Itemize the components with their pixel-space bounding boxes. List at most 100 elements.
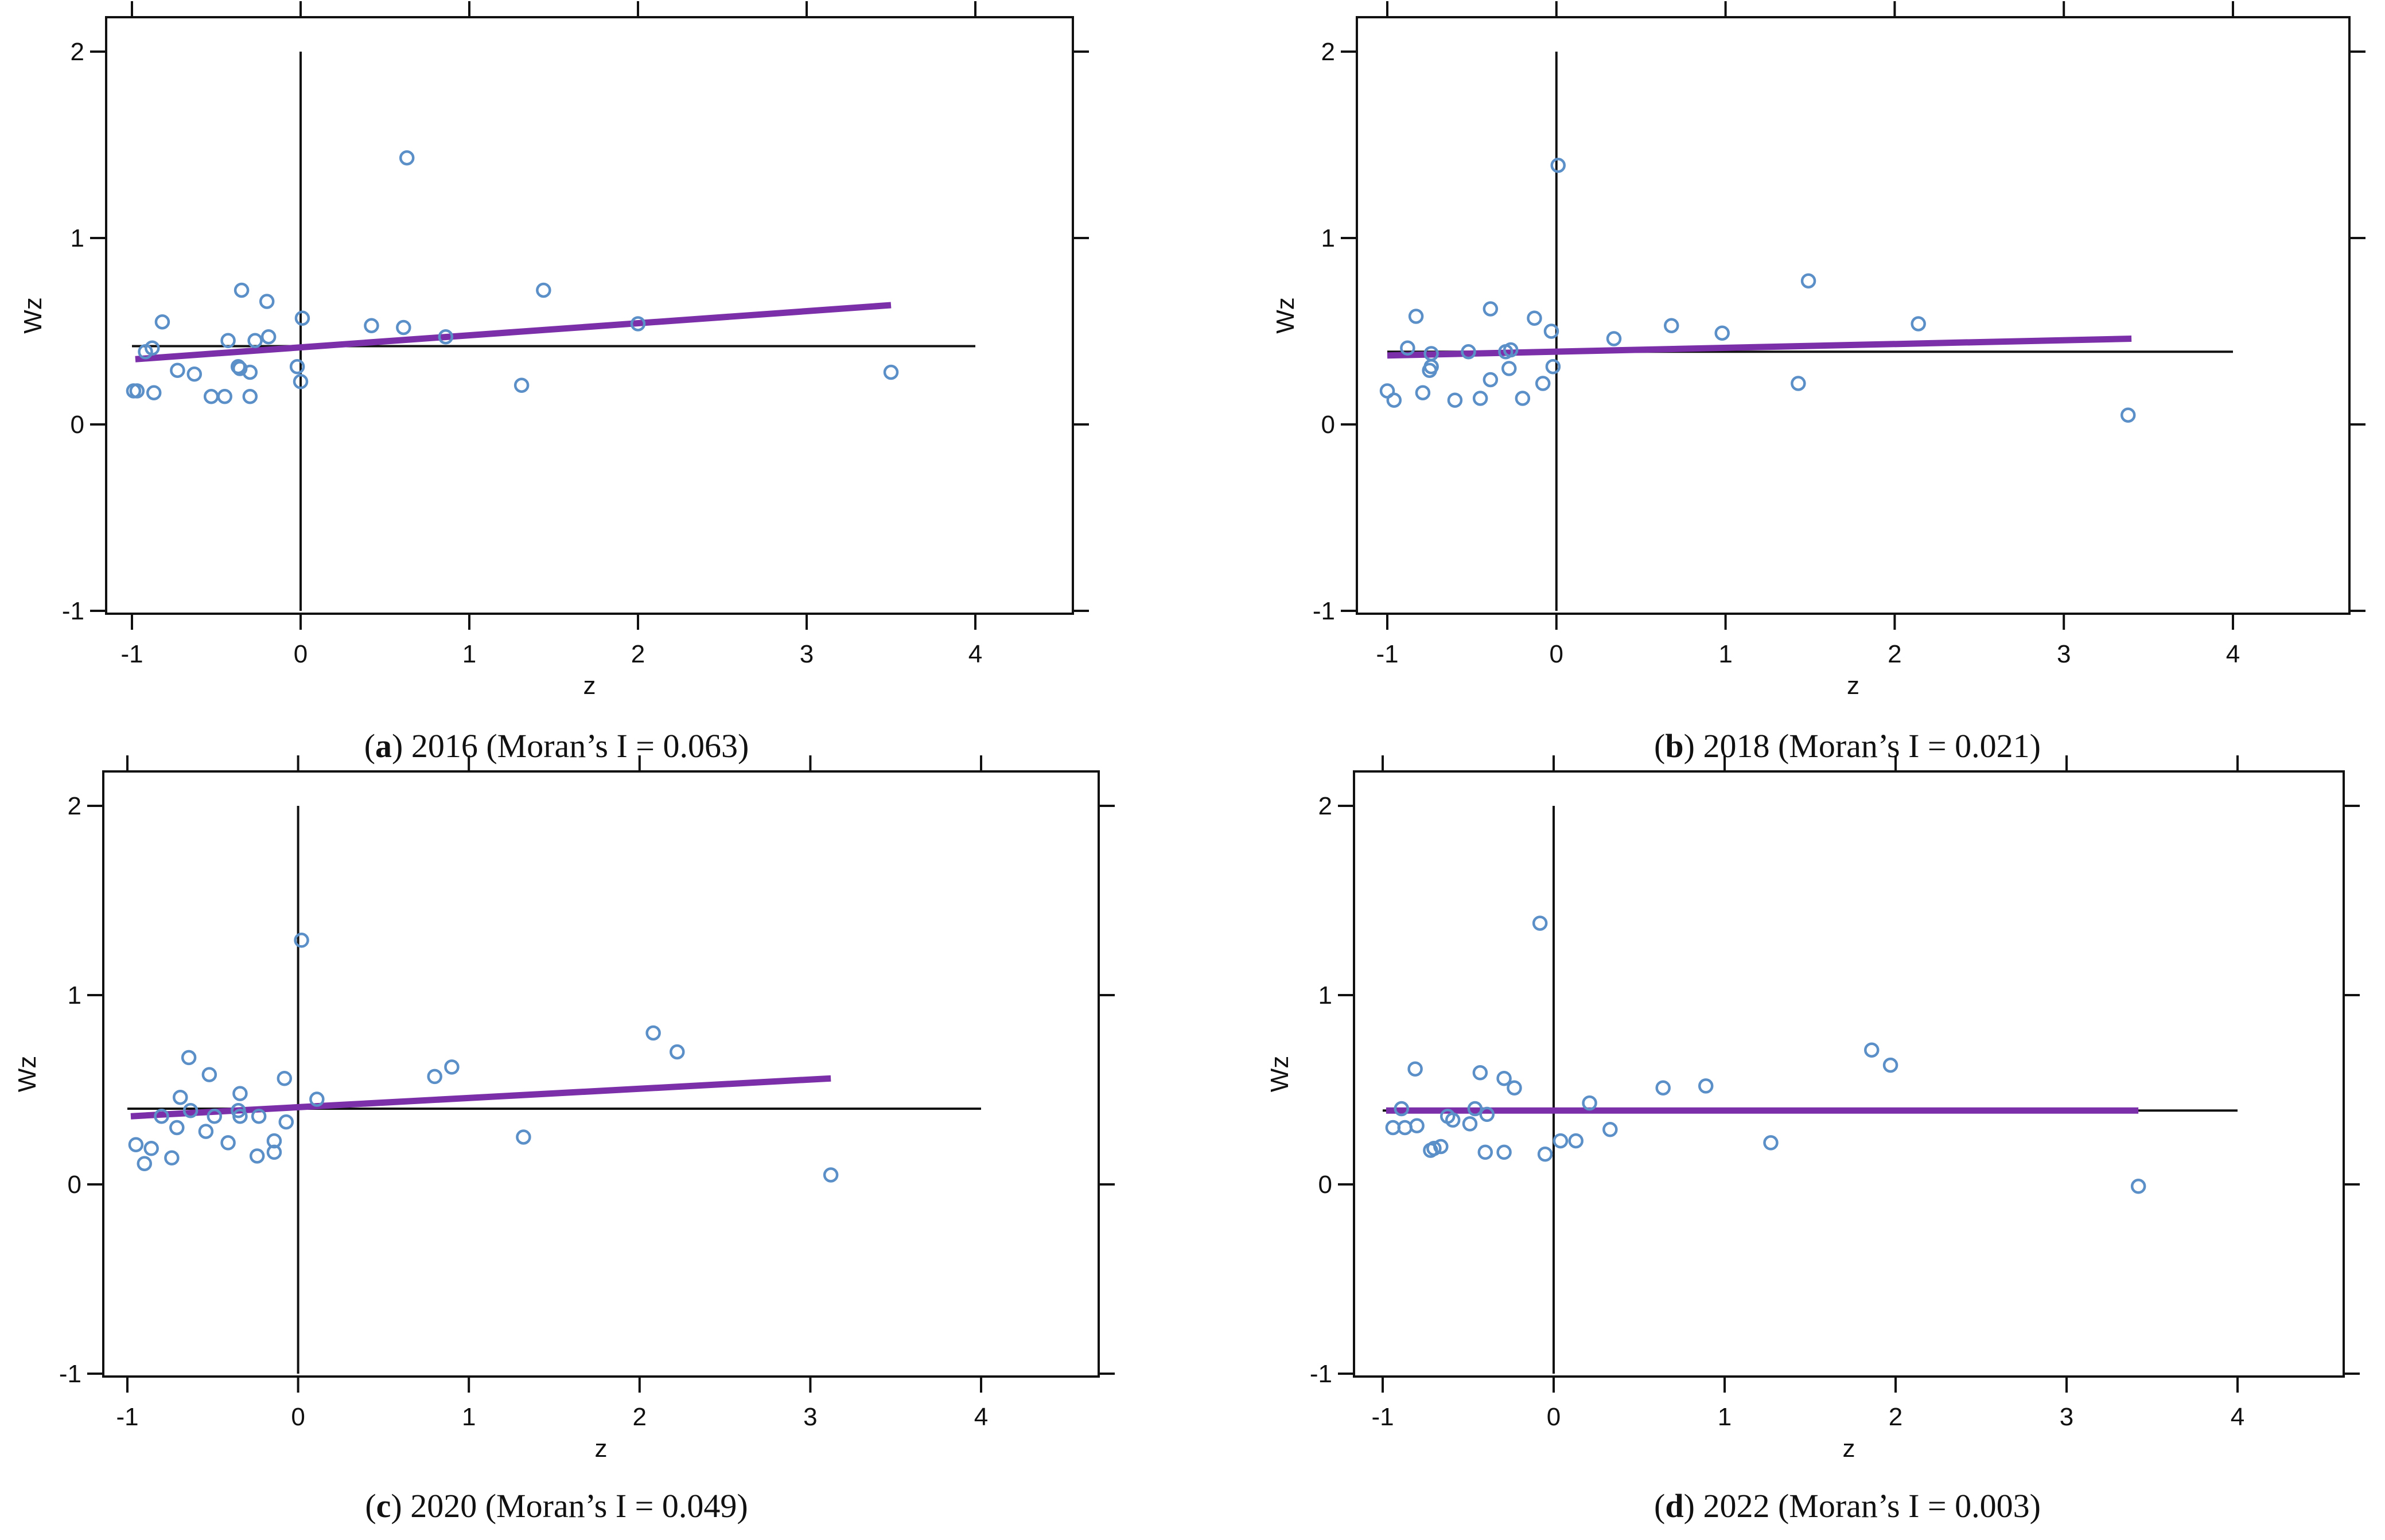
scatter-point [247, 333, 263, 348]
scatter-point [1426, 1141, 1442, 1156]
y-tick-label: 2 [1321, 38, 1335, 66]
x-tick-label: 3 [2057, 640, 2071, 668]
scatter-point [293, 374, 309, 389]
x-tick-label: 3 [800, 640, 814, 668]
scatter-point [266, 1133, 282, 1149]
x-tick-label: -1 [1371, 1403, 1394, 1431]
scatter-point [182, 1103, 199, 1118]
scatter-point [1423, 346, 1439, 361]
x-tick-label: 4 [2231, 1403, 2244, 1431]
scatter-point [1394, 1101, 1410, 1117]
scatter-point [427, 1069, 442, 1085]
scatter-point [259, 294, 275, 309]
scatter-point [645, 1025, 661, 1041]
y-tick-label: 0 [71, 411, 84, 439]
scatter-point [170, 362, 185, 378]
x-tick-label: 2 [631, 640, 645, 668]
panel-caption: (c) 2020 (Moran’s I = 0.049) [365, 1487, 748, 1525]
scatter-point [294, 933, 309, 948]
x-tick-label: 1 [1718, 640, 1732, 668]
x-tick-label: 3 [2060, 1403, 2073, 1431]
scatter-point [277, 1070, 293, 1086]
caption-text: 2020 (Moran’s I = 0.049) [402, 1487, 748, 1525]
scatter-point [630, 316, 646, 332]
scatter-point [1507, 1080, 1522, 1095]
plot-frame [102, 770, 1100, 1378]
panel-caption: (a) 2016 (Moran’s I = 0.063) [364, 727, 749, 765]
scatter-point [146, 385, 162, 400]
panel-d: -1 0 1 2 3 4 -1 0 1 2 z Wz (d) 2022 (Moran’s I = 0.0… [1266, 755, 2360, 1525]
scatter-point [1568, 1133, 1583, 1149]
scatter-point [137, 1156, 153, 1171]
scatter-point [1655, 1080, 1671, 1095]
scatter-point [1501, 361, 1517, 376]
scatter-point [1472, 1065, 1488, 1081]
scatter-point [129, 383, 145, 399]
scatter-point [1400, 340, 1415, 356]
scatter-point [1433, 1139, 1449, 1155]
x-tick-label: 4 [974, 1403, 988, 1431]
scatter-point [1545, 359, 1561, 375]
x-tick-label: 0 [1547, 1403, 1561, 1431]
scatter-point [207, 1108, 223, 1124]
scatter-point [1479, 1106, 1495, 1122]
scatter-point [145, 340, 160, 356]
x-tick-label: 0 [1550, 640, 1563, 668]
scatter-point [1664, 318, 1679, 333]
x-tick-label: -1 [120, 640, 143, 668]
scatter-point [203, 389, 219, 404]
y-axis-title: Wz [1266, 1056, 1294, 1093]
x-tick-label: 4 [2226, 640, 2240, 668]
plot-frame [1353, 770, 2345, 1378]
scatter-point [198, 1124, 214, 1139]
scatter-point [2130, 1179, 2146, 1194]
panel-caption: (d) 2022 (Moran’s I = 0.003) [1654, 1487, 2041, 1525]
caption-letter: b [1665, 727, 1683, 765]
scatter-point [249, 1148, 265, 1164]
caption-open-paren: ( [364, 727, 375, 765]
caption-text: 2018 (Moran’s I = 0.021) [1695, 727, 2041, 765]
scatter-point [289, 359, 305, 375]
scatter-point [232, 1108, 248, 1124]
scatter-point [364, 318, 379, 333]
scatter-point [516, 1129, 531, 1145]
scatter-point [1763, 1135, 1779, 1151]
scatter-point [1527, 310, 1542, 326]
scatter-point [513, 377, 530, 393]
x-tick-label: 3 [803, 1403, 817, 1431]
scatter-point [1496, 1144, 1512, 1160]
scatter-point [260, 329, 277, 345]
y-axis-title: Wz [19, 297, 47, 334]
scatter-point [1532, 915, 1548, 931]
scatter-point [823, 1167, 839, 1183]
scatter-point [143, 1141, 159, 1156]
scatter-point [242, 364, 258, 380]
scatter-point [278, 1114, 294, 1130]
scatter-point [438, 329, 454, 345]
scatter-point [230, 359, 246, 375]
scatter-point [396, 319, 411, 336]
y-tick-label: -1 [1310, 1360, 1332, 1388]
scatter-point [201, 1067, 217, 1082]
scatter-point [294, 310, 310, 326]
scatter-point [399, 150, 415, 166]
y-tick-label: 1 [1318, 981, 1332, 1009]
plot-frame [105, 16, 1074, 615]
scatter-point [1698, 1078, 1714, 1094]
scatter-point [444, 1059, 460, 1075]
y-tick-label: 2 [71, 38, 84, 66]
scatter-point [1445, 1112, 1461, 1128]
x-tick-label: 1 [1718, 1403, 1732, 1431]
y-tick-label: 2 [68, 792, 81, 820]
scatter-point [1483, 372, 1499, 388]
scatter-point [220, 1135, 236, 1151]
scatter-point [1550, 158, 1566, 173]
y-tick-label: -1 [1313, 597, 1335, 625]
scatter-point [169, 1120, 185, 1136]
scatter-point [234, 282, 250, 298]
scatter-point [1714, 325, 1730, 341]
panel-caption: (b) 2018 (Moran’s I = 0.021) [1654, 727, 2041, 765]
regression-fit-line [135, 302, 892, 362]
x-tick-label: 0 [294, 640, 308, 668]
